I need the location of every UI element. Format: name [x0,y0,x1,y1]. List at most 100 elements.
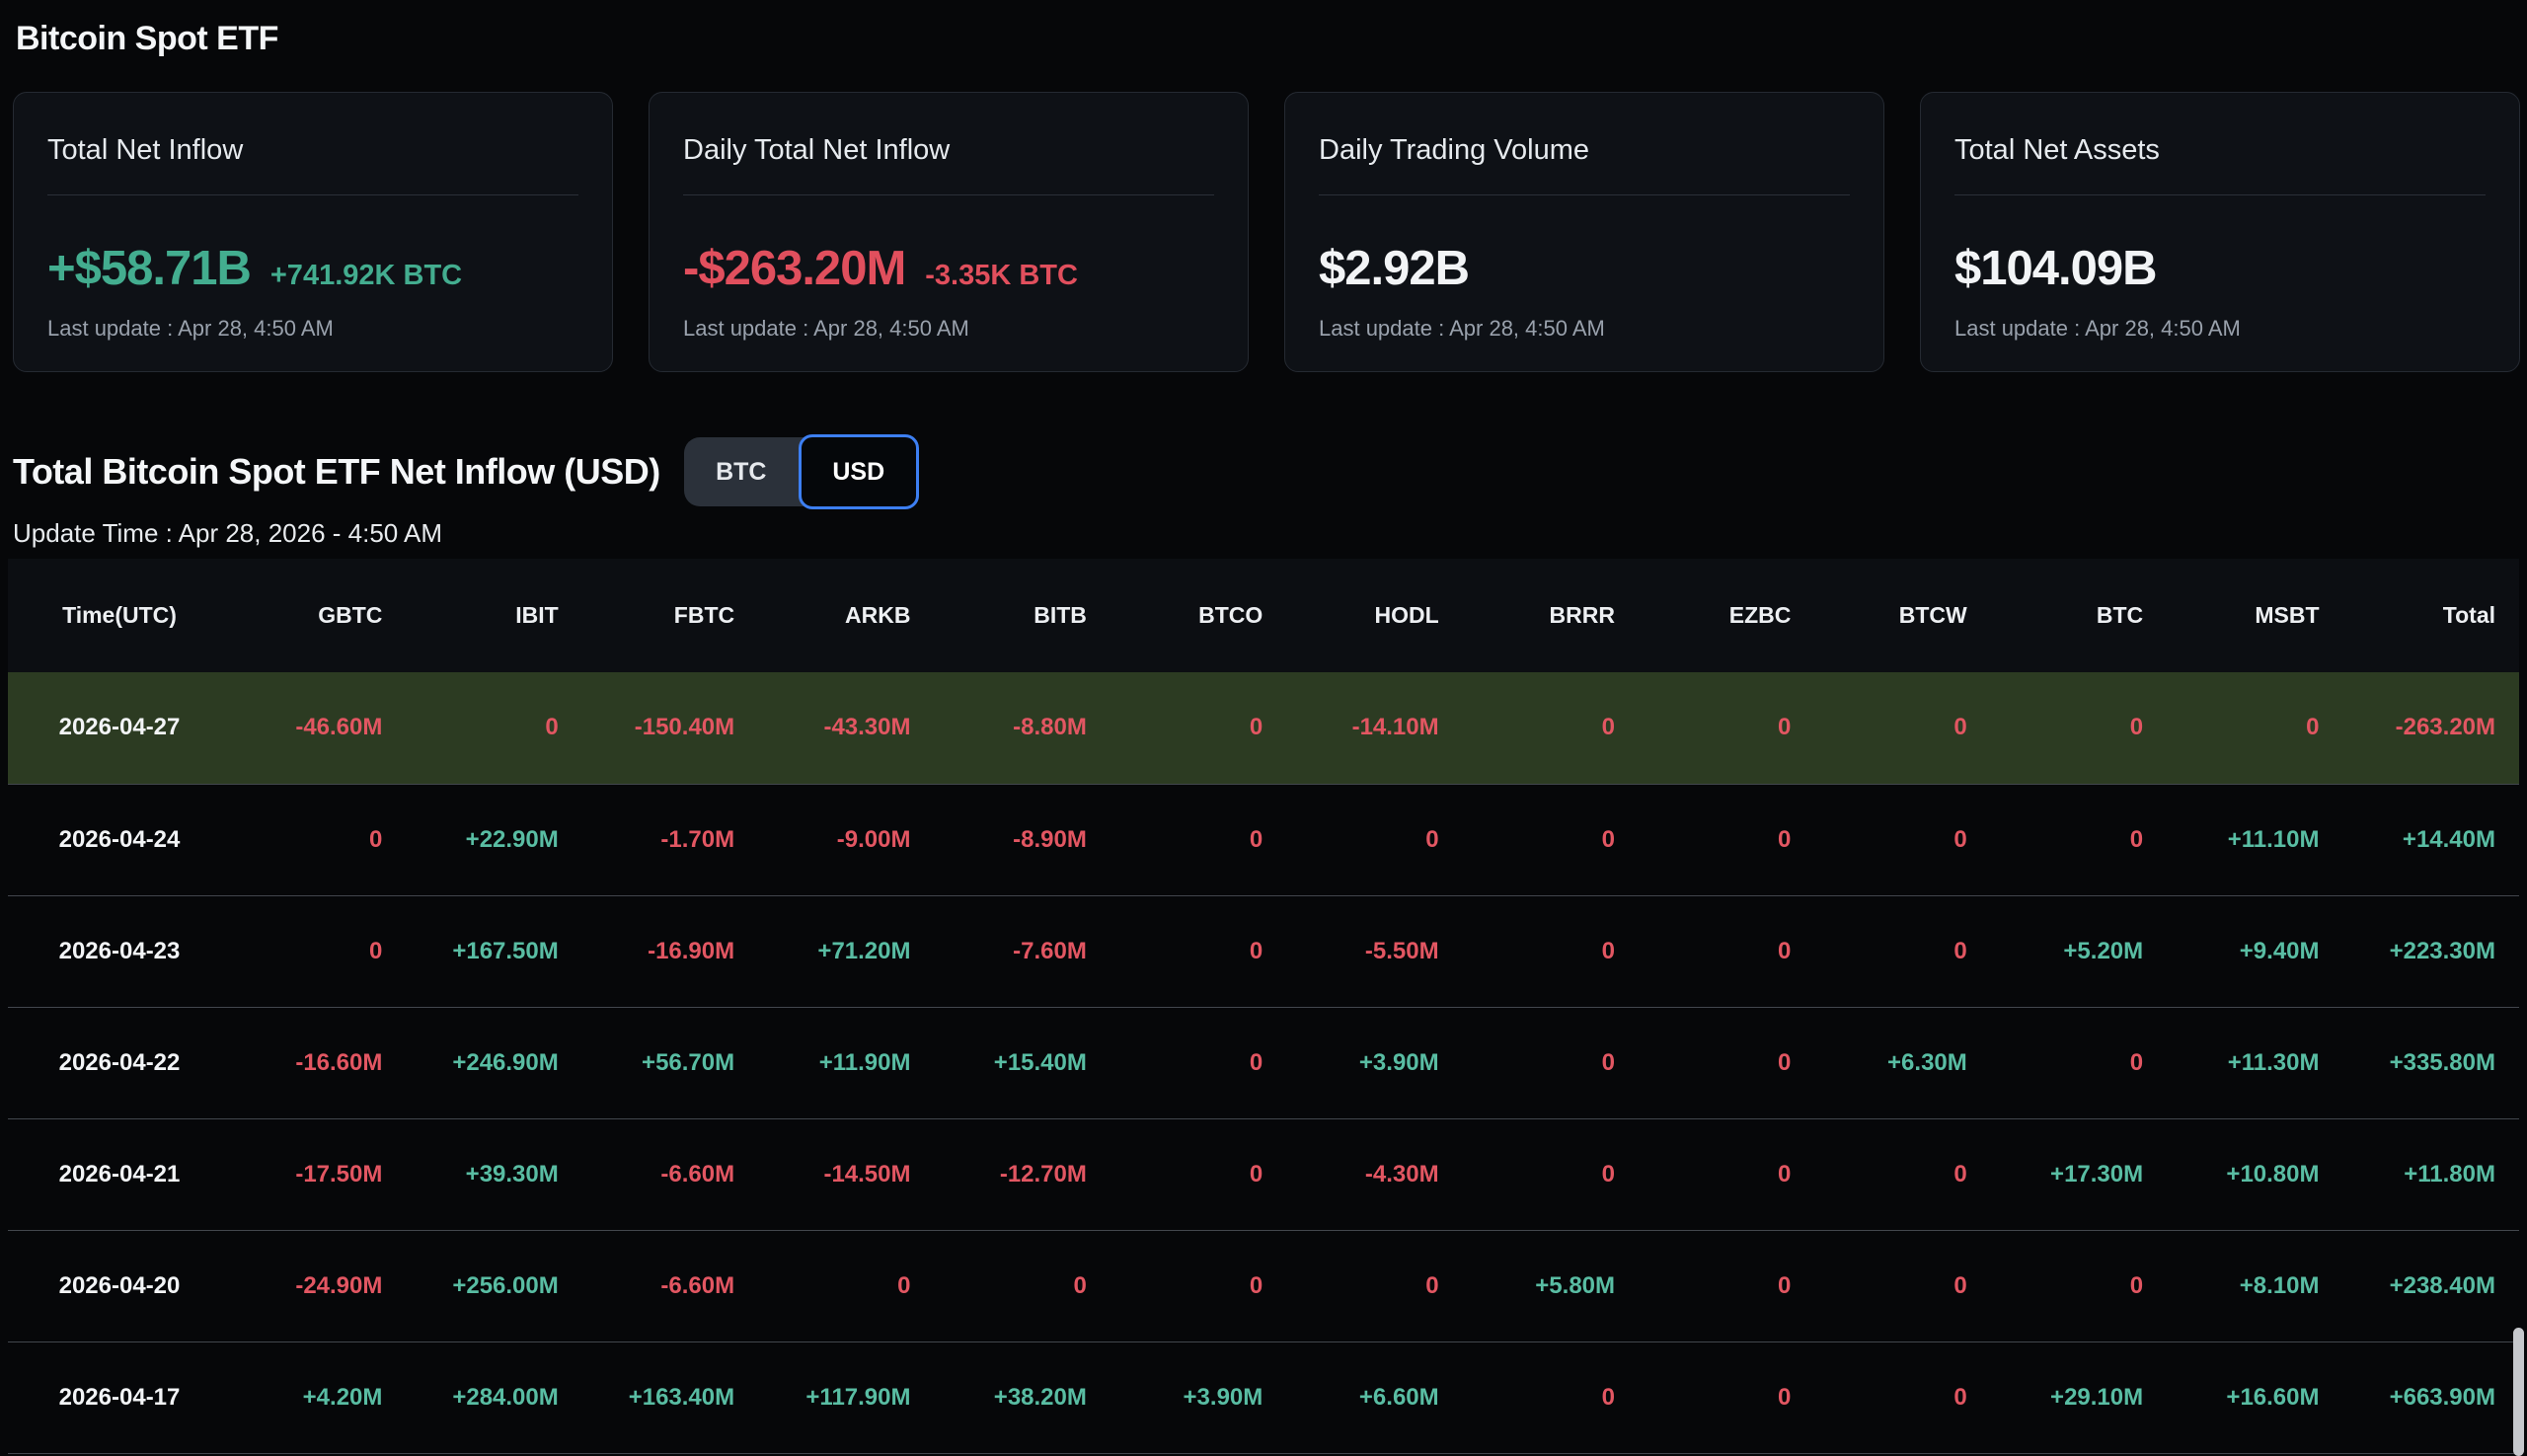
column-header-btc: BTC [2096,602,2144,628]
card-btc-suffix: +741.92K BTC [269,260,463,291]
inflow-cell: 0 [2306,714,2320,741]
inflow-cell: -24.90M [295,1271,383,1299]
row-date: 2026-04-20 [58,1271,181,1299]
inflow-cell: 0 [897,1271,911,1299]
inflow-cell: +71.20M [817,937,911,964]
column-header-brrr: BRRR [1549,602,1615,628]
inflow-cell: +11.90M [818,1048,911,1076]
inflow-cell: +15.40M [993,1048,1087,1076]
table-row: 2026-04-22 -16.60M +246.90M +56.70M +11.90M +… [8,1007,2519,1118]
row-date: 2026-04-23 [58,937,181,964]
inflow-cell: +117.90M [805,1383,911,1411]
inflow-cell: 0 [1778,1383,1792,1411]
inflow-cell: -8.90M [1013,825,1087,853]
inflow-cell: +29.10M [2050,1383,2144,1411]
inflow-cell: 0 [545,714,559,741]
card-value: +$58.71B [47,242,252,295]
inflow-cell: 0 [1953,1271,1967,1299]
row-date: 2026-04-21 [58,1160,181,1188]
inflow-cell: -1.70M [660,825,735,853]
inflow-cell: 0 [1953,1160,1967,1188]
inflow-cell: -8.80M [1013,714,1087,741]
column-header-time-utc-: Time(UTC) [62,602,177,628]
inflow-cell: 0 [369,825,383,853]
inflow-cell: +22.90M [465,825,559,853]
inflow-cell: 0 [369,937,383,964]
card-value-row: +$58.71B +741.92K BTC [47,241,578,296]
card-value-row: $104.09B [1954,241,2486,296]
inflow-cell: 0 [2129,825,2144,853]
inflow-cell: +9.40M [2239,937,2320,964]
row-date: 2026-04-22 [58,1048,181,1076]
inflow-cell: 0 [1778,825,1792,853]
card-divider [1319,194,1850,195]
card-divider [683,194,1214,195]
inflow-cell: 0 [1953,937,1967,964]
card-value: $2.92B [1319,242,1470,295]
inflow-cell: 0 [1601,1048,1615,1076]
column-header-bitb: BITB [1034,602,1087,628]
card-value: -$263.20M [683,242,906,295]
section-title: Total Bitcoin Spot ETF Net Inflow (USD) [13,451,660,492]
inflow-cell: 0 [2129,714,2144,741]
inflow-cell: 0 [1778,1271,1792,1299]
row-date: 2026-04-17 [58,1383,181,1411]
scrollbar-thumb[interactable] [2513,1328,2524,1456]
card-divider [47,194,578,195]
inflow-cell: -14.50M [823,1160,911,1188]
inflow-cell: 0 [1249,1160,1264,1188]
page-title: Bitcoin Spot ETF [16,20,278,57]
card-title: Daily Total Net Inflow [683,134,951,166]
table-head: Time(UTC) GBTC IBIT FBTC ARKB BITB BTCO HODL BRR… [8,559,2519,672]
inflow-cell: -4.30M [1364,1160,1439,1188]
inflow-cell: +11.80M [2404,1160,2495,1188]
inflow-cell: +5.20M [2063,937,2144,964]
card-daily-trading-volume: Daily Trading Volume $2.92B Last update … [1284,92,1884,372]
inflow-cell: 0 [1249,1048,1264,1076]
inflow-cell: +14.40M [2402,825,2495,853]
inflow-cell: -12.70M [999,1160,1087,1188]
inflow-cell: +16.60M [2226,1383,2320,1411]
inflow-cell: +10.80M [2226,1160,2320,1188]
inflow-cell: +17.30M [2050,1160,2144,1188]
column-header-total: Total [2442,602,2495,628]
row-date: 2026-04-24 [58,825,181,853]
toggle-usd-button[interactable]: USD [798,434,919,509]
inflow-cell: 0 [1601,937,1615,964]
card-title: Total Net Inflow [47,134,244,166]
inflow-cell: -5.50M [1364,937,1439,964]
inflow-cell: 0 [2129,1271,2144,1299]
table-row: 2026-04-27 -46.60M 0 -150.40M -43.30M -8.80M 0… [8,672,2519,784]
inflow-cell: +56.70M [642,1048,735,1076]
inflow-cell: +5.80M [1535,1271,1615,1299]
inflow-cell: 0 [1601,714,1615,741]
inflow-cell: +163.40M [628,1383,735,1411]
table-row: 2026-04-23 0 +167.50M -16.90M +71.20M -7.60M 0… [8,895,2519,1007]
update-time: Update Time : Apr 28, 2026 - 4:50 AM [13,518,443,548]
card-value: $104.09B [1954,242,2158,295]
inflow-cell: +11.10M [2227,825,2320,853]
inflow-cell: -16.60M [295,1048,383,1076]
column-header-ibit: IBIT [515,602,559,628]
toggle-btc-button[interactable]: BTC [684,437,799,506]
inflow-cell: -46.60M [295,714,383,741]
table-row: 2026-04-20 -24.90M +256.00M -6.60M 0 0 0 0 +5.80… [8,1230,2519,1341]
inflow-cell: +167.50M [452,937,559,964]
inflow-cell: 0 [1953,825,1967,853]
inflow-cell: -14.10M [1351,714,1439,741]
card-last-update: Last update : Apr 28, 4:50 AM [1319,316,1605,341]
card-last-update: Last update : Apr 28, 4:50 AM [683,316,969,341]
row-date: 2026-04-27 [58,714,181,741]
card-total-net-assets: Total Net Assets $104.09B Last update : … [1920,92,2520,372]
inflow-cell: 0 [1425,825,1439,853]
currency-toggle: BTC USD [683,434,919,509]
inflow-cell: -43.30M [823,714,911,741]
inflow-cell: +39.30M [465,1160,559,1188]
etf-inflow-table: Time(UTC) GBTC IBIT FBTC ARKB BITB BTCO HODL BRR… [8,559,2519,1454]
inflow-cell: 0 [1073,1271,1087,1299]
inflow-cell: +38.20M [993,1383,1087,1411]
card-title: Total Net Assets [1954,134,2160,166]
table-row: 2026-04-17 +4.20M +284.00M +163.40M +117.90M… [8,1341,2519,1453]
inflow-cell: -6.60M [660,1271,735,1299]
